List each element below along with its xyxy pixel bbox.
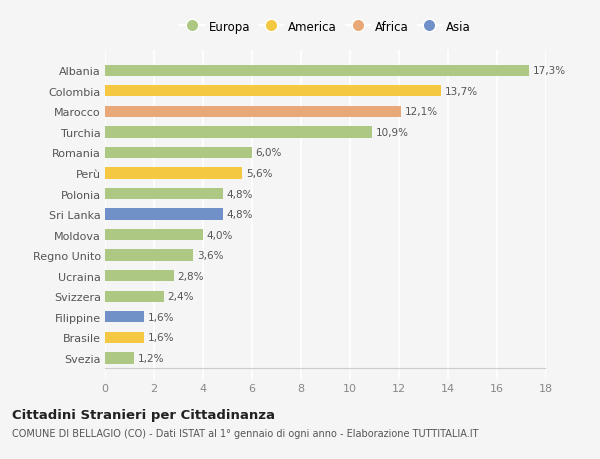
Bar [105,168,242,179]
Bar [105,332,144,343]
Text: 4,8%: 4,8% [226,210,253,219]
Bar [105,189,223,200]
Bar [105,312,144,323]
Bar [105,291,164,302]
Text: 12,1%: 12,1% [405,107,438,117]
Text: Cittadini Stranieri per Cittadinanza: Cittadini Stranieri per Cittadinanza [12,408,275,421]
Text: 3,6%: 3,6% [197,251,223,261]
Text: 13,7%: 13,7% [445,87,478,96]
Text: 5,6%: 5,6% [246,168,272,179]
Text: 2,8%: 2,8% [177,271,204,281]
Bar [105,209,223,220]
Bar [105,106,401,118]
Bar [105,353,134,364]
Text: 17,3%: 17,3% [533,66,566,76]
Bar [105,127,372,138]
Bar [105,270,173,282]
Bar [105,230,203,241]
Text: 1,6%: 1,6% [148,333,175,342]
Bar [105,65,529,77]
Legend: Europa, America, Africa, Asia: Europa, America, Africa, Asia [177,17,474,37]
Text: 6,0%: 6,0% [256,148,282,158]
Text: 10,9%: 10,9% [376,128,409,138]
Text: 1,2%: 1,2% [138,353,164,363]
Text: 1,6%: 1,6% [148,312,175,322]
Text: 2,4%: 2,4% [167,291,194,302]
Text: 4,0%: 4,0% [206,230,233,240]
Text: 4,8%: 4,8% [226,189,253,199]
Bar [105,86,440,97]
Text: COMUNE DI BELLAGIO (CO) - Dati ISTAT al 1° gennaio di ogni anno - Elaborazione T: COMUNE DI BELLAGIO (CO) - Dati ISTAT al … [12,428,479,438]
Bar [105,250,193,261]
Bar [105,147,252,159]
